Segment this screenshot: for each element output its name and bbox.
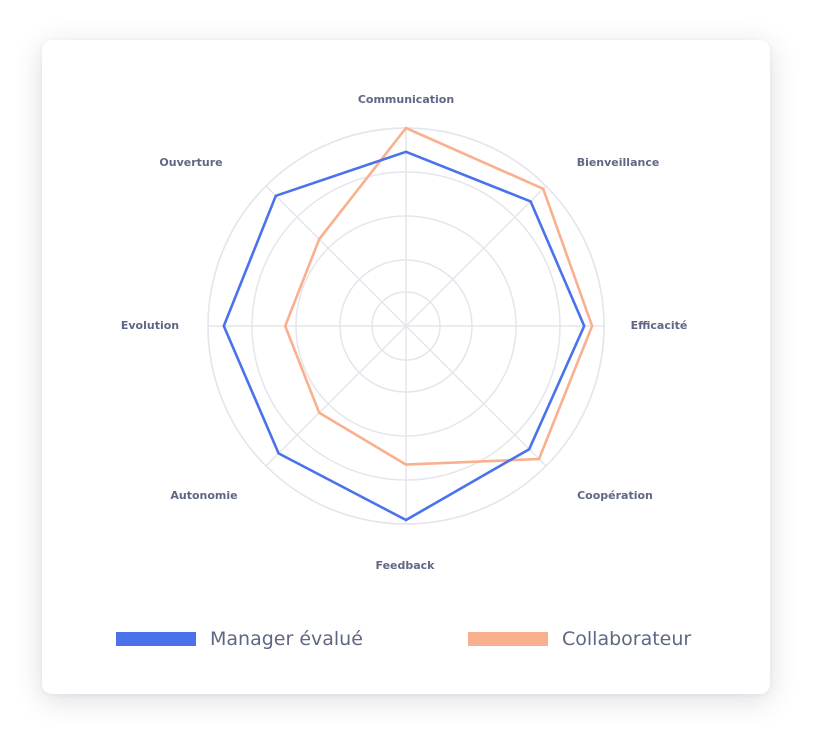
axis-label-3: Coopération — [577, 489, 653, 502]
series-line-manager — [222, 150, 586, 522]
legend-item-manager: Manager évalué — [116, 628, 363, 650]
legend-swatch-collaborateur — [468, 632, 548, 646]
axis-labels: Communication Bienveillance Efficacité Coop… — [121, 93, 688, 572]
grid-spoke — [265, 325, 407, 467]
radar-series — [222, 126, 594, 522]
grid-spoke — [405, 325, 547, 467]
series-line-collaborateur — [283, 126, 594, 466]
legend-label-collaborateur: Collaborateur — [562, 628, 692, 650]
axis-label-4: Feedback — [376, 559, 436, 572]
axis-label-0: Communication — [358, 93, 454, 106]
legend-item-collaborateur: Collaborateur — [468, 628, 691, 650]
axis-label-6: Evolution — [121, 319, 179, 332]
grid-spoke — [405, 185, 547, 327]
legend-label-manager: Manager évalué — [210, 628, 363, 650]
legend: Manager évalué Collaborateur — [42, 628, 770, 658]
chart-card: Communication Bienveillance Efficacité Coop… — [42, 40, 770, 694]
axis-label-1: Bienveillance — [577, 156, 660, 169]
axis-label-5: Autonomie — [170, 489, 237, 502]
axis-label-7: Ouverture — [159, 156, 222, 169]
radar-chart: Communication Bienveillance Efficacité Coop… — [121, 93, 688, 572]
grid-spoke — [265, 185, 407, 327]
axis-label-2: Efficacité — [631, 319, 688, 332]
legend-swatch-manager — [116, 632, 196, 646]
